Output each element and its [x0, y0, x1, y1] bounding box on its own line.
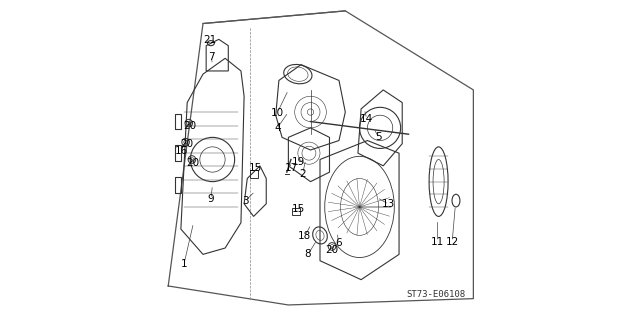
Text: 20: 20	[186, 158, 200, 168]
Text: 20: 20	[325, 245, 339, 255]
Text: 2: 2	[300, 169, 306, 179]
Text: 9: 9	[207, 194, 214, 204]
Text: ST73-E06108: ST73-E06108	[406, 290, 465, 299]
Text: 16: 16	[175, 146, 188, 156]
Text: 15: 15	[249, 163, 262, 173]
Text: 5: 5	[375, 132, 382, 142]
Text: 13: 13	[382, 199, 396, 209]
Text: 3: 3	[243, 196, 249, 206]
Text: 4: 4	[274, 123, 280, 133]
Text: 12: 12	[445, 237, 459, 247]
Text: 11: 11	[431, 237, 444, 247]
Text: 15: 15	[292, 204, 305, 213]
Text: 1: 1	[180, 259, 188, 269]
Text: 18: 18	[298, 231, 312, 241]
Text: 6: 6	[335, 238, 342, 248]
Text: 8: 8	[305, 249, 311, 259]
Text: 21: 21	[204, 35, 217, 45]
Text: 7: 7	[208, 52, 214, 62]
Text: 19: 19	[292, 157, 305, 167]
Text: 17: 17	[285, 163, 298, 173]
Text: 10: 10	[271, 108, 284, 118]
Text: 20: 20	[183, 121, 196, 131]
Text: 14: 14	[360, 114, 373, 124]
Text: 20: 20	[180, 139, 193, 149]
